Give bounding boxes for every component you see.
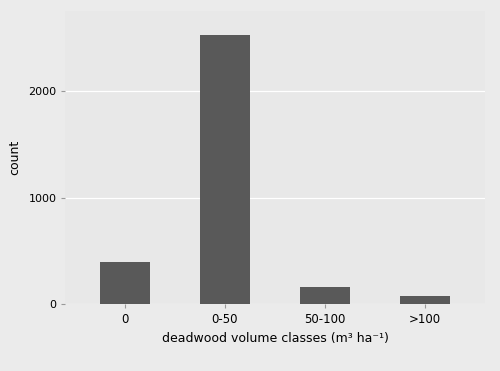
Y-axis label: count: count (8, 140, 22, 175)
X-axis label: deadwood volume classes (m³ ha⁻¹): deadwood volume classes (m³ ha⁻¹) (162, 332, 388, 345)
Bar (400, 296, 450, 304)
Bar (100, 262, 150, 304)
Bar (300, 287, 350, 304)
Bar (200, 35, 250, 304)
